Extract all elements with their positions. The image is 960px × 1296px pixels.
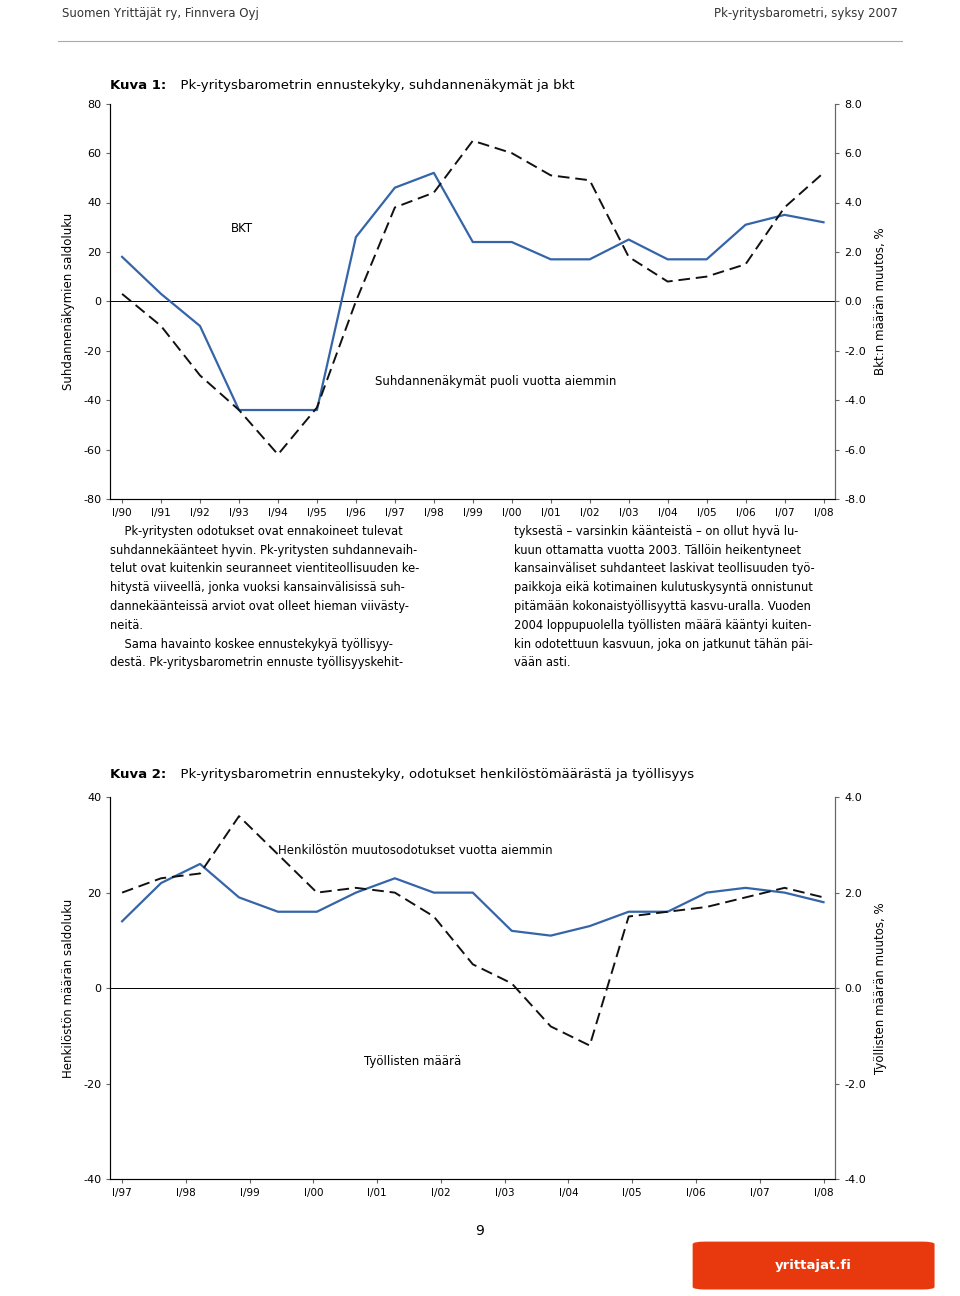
Text: suhdannekäänteet hyvin. Pk-yritysten suhdannevaih-: suhdannekäänteet hyvin. Pk-yritysten suh…: [110, 544, 418, 557]
Text: Sama havainto koskee ennustekykyä työllisyy-: Sama havainto koskee ennustekykyä työlli…: [110, 638, 394, 651]
Text: Työllisten määrä: Työllisten määrä: [364, 1055, 461, 1068]
Y-axis label: Työllisten määrän muutos, %: Työllisten määrän muutos, %: [875, 902, 887, 1074]
Text: vään asti.: vään asti.: [514, 657, 570, 670]
Text: kin odotettuun kasvuun, joka on jatkunut tähän päi-: kin odotettuun kasvuun, joka on jatkunut…: [514, 638, 812, 651]
Text: kuun ottamatta vuotta 2003. Tällöin heikentyneet: kuun ottamatta vuotta 2003. Tällöin heik…: [514, 544, 801, 557]
FancyBboxPatch shape: [693, 1242, 934, 1290]
Text: paikkoja eikä kotimainen kulutuskysyntä onnistunut: paikkoja eikä kotimainen kulutuskysyntä …: [514, 581, 812, 595]
Text: Pk-yritysbarometrin ennustekyky, suhdannenäkymät ja bkt: Pk-yritysbarometrin ennustekyky, suhdann…: [172, 79, 574, 92]
Text: telut ovat kuitenkin seuranneet vientiteollisuuden ke-: telut ovat kuitenkin seuranneet vientite…: [110, 562, 420, 575]
Text: Pk-yritysbarometrin ennustekyky, odotukset henkilöstömäärästä ja työllisyys: Pk-yritysbarometrin ennustekyky, odotuks…: [172, 769, 694, 781]
Text: dannekäänteissä arviot ovat olleet hieman viivästy-: dannekäänteissä arviot ovat olleet hiema…: [110, 600, 409, 613]
Text: Suomen Yrittäjät ry, Finnvera Oyj: Suomen Yrittäjät ry, Finnvera Oyj: [62, 6, 259, 21]
Y-axis label: Henkilöstön määrän saldoluku: Henkilöstön määrän saldoluku: [61, 898, 75, 1078]
Text: destä. Pk-yritysbarometrin ennuste työllisyyskehit-: destä. Pk-yritysbarometrin ennuste työll…: [110, 657, 403, 670]
Text: Henkilöstön muutosodotukset vuotta aiemmin: Henkilöstön muutosodotukset vuotta aiemm…: [278, 845, 553, 858]
Text: kansainväliset suhdanteet laskivat teollisuuden työ-: kansainväliset suhdanteet laskivat teoll…: [514, 562, 814, 575]
Y-axis label: Bkt:n määrän muutos, %: Bkt:n määrän muutos, %: [875, 228, 887, 375]
Text: Kuva 2:: Kuva 2:: [110, 769, 167, 781]
Text: neitä.: neitä.: [110, 619, 143, 632]
Text: hitystä viiveellä, jonka vuoksi kansainvälisissä suh-: hitystä viiveellä, jonka vuoksi kansainv…: [110, 581, 405, 595]
Text: Pk-yritysbarometri, syksy 2007: Pk-yritysbarometri, syksy 2007: [713, 6, 898, 21]
Text: pitämään kokonaistyöllisyyttä kasvu-uralla. Vuoden: pitämään kokonaistyöllisyyttä kasvu-ural…: [514, 600, 810, 613]
Y-axis label: Suhdannenäkymien saldoluku: Suhdannenäkymien saldoluku: [61, 213, 75, 390]
Text: 9: 9: [475, 1225, 485, 1238]
Text: BKT: BKT: [231, 222, 253, 235]
Text: Pk-yritysten odotukset ovat ennakoineet tulevat: Pk-yritysten odotukset ovat ennakoineet …: [110, 525, 403, 538]
Text: tyksestä – varsinkin käänteistä – on ollut hyvä lu-: tyksestä – varsinkin käänteistä – on oll…: [514, 525, 798, 538]
Text: yrittajat.fi: yrittajat.fi: [775, 1258, 852, 1273]
Text: 2004 loppupuolella työllisten määrä kääntyi kuiten-: 2004 loppupuolella työllisten määrä kään…: [514, 619, 811, 632]
Text: Suhdannenäkymät puoli vuotta aiemmin: Suhdannenäkymät puoli vuotta aiemmin: [375, 376, 616, 389]
Text: Kuva 1:: Kuva 1:: [110, 79, 167, 92]
